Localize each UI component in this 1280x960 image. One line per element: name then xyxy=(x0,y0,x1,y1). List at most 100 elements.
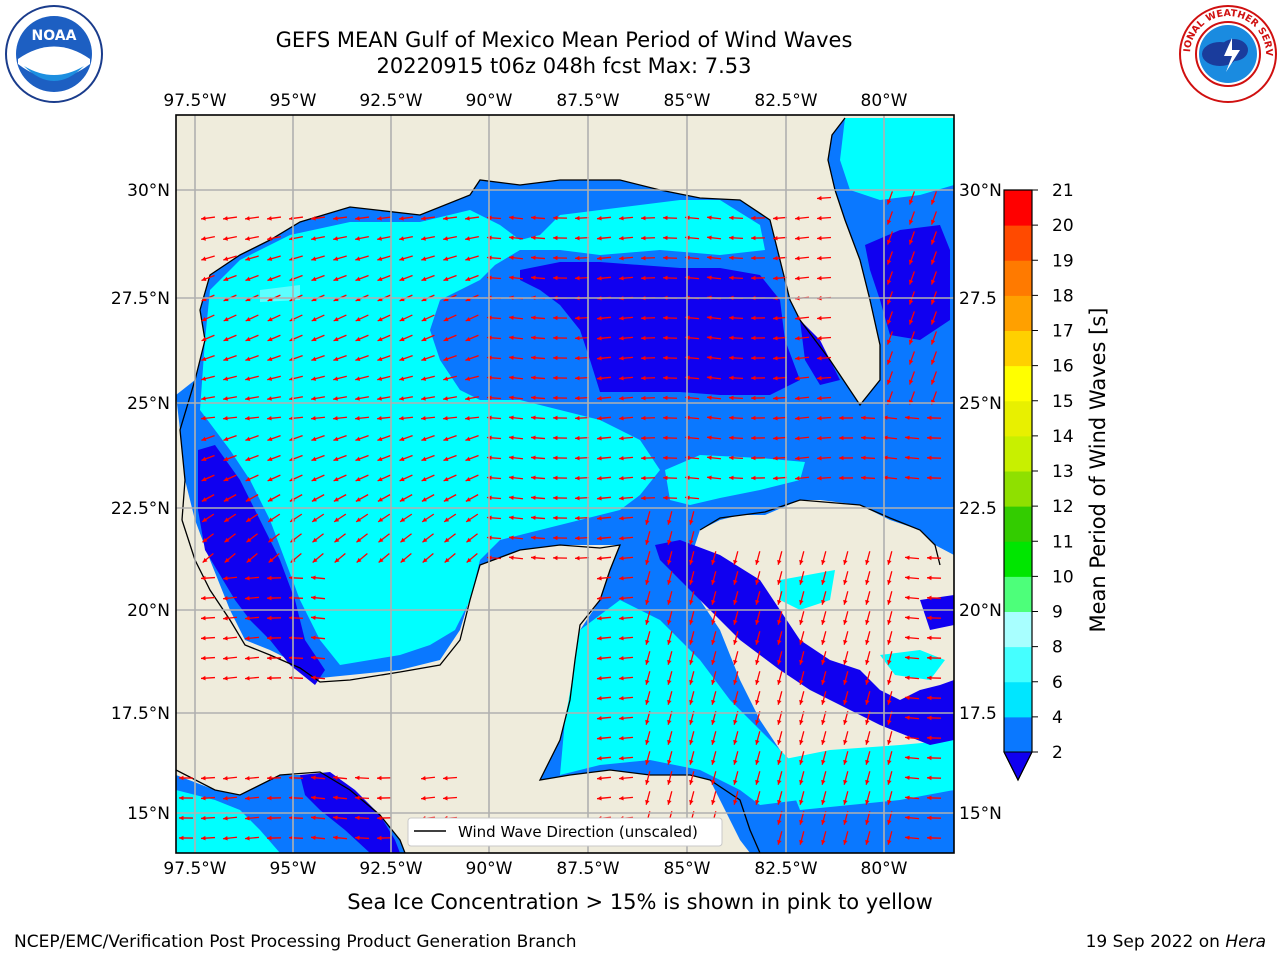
wind-arrow-head xyxy=(597,775,602,781)
zone-darkblue-east-edge xyxy=(920,595,954,630)
wind-arrow-head xyxy=(795,396,800,401)
wind-arrow-head xyxy=(619,315,624,321)
wind-arrow-head xyxy=(689,519,694,525)
wind-arrow-head xyxy=(773,395,778,401)
wind-arrow-head xyxy=(751,415,756,421)
wind-arrow-head xyxy=(267,236,272,241)
wind-arrow-head xyxy=(641,475,646,481)
wind-arrow-head xyxy=(267,416,272,421)
wind-arrow-head xyxy=(531,375,536,381)
wind-arrow-head xyxy=(707,315,712,320)
wind-arrow-head xyxy=(400,517,406,522)
wind-arrow-head xyxy=(553,315,558,321)
wind-arrow-head xyxy=(887,559,892,565)
wind-arrow-head xyxy=(201,675,206,681)
wind-arrow-head xyxy=(799,679,804,685)
colorbar-tick-label: 18 xyxy=(1052,286,1074,306)
wind-arrow-head xyxy=(333,317,339,322)
wind-arrow-head xyxy=(421,436,427,442)
wind-arrow-head xyxy=(865,779,870,785)
wind-arrow-head xyxy=(619,615,624,621)
wind-arrow-head xyxy=(377,497,383,502)
wind-arrow-head xyxy=(839,455,844,461)
wind-arrow-head xyxy=(865,719,870,725)
wind-arrow-head xyxy=(201,356,207,361)
wind-arrow-head xyxy=(421,276,427,282)
wind-arrow-head xyxy=(927,835,932,841)
wind-arrow-head xyxy=(355,396,360,401)
wind-arrow-head xyxy=(641,455,646,461)
wind-arrow-head xyxy=(843,719,848,725)
wind-arrow-head xyxy=(531,255,536,261)
wind-arrow-head xyxy=(887,819,892,825)
wind-arrow-head xyxy=(905,815,910,821)
wind-arrow-head xyxy=(597,455,602,461)
lon-tick-top: 82.5°W xyxy=(754,91,817,111)
wind-arrow-head xyxy=(927,815,932,821)
wind-arrow-head xyxy=(333,256,339,261)
wind-arrow-head xyxy=(597,635,602,641)
wind-arrow-head xyxy=(531,355,536,361)
wind-arrow-head xyxy=(641,415,646,421)
wind-arrow-head xyxy=(575,375,580,381)
wind-arrow-head xyxy=(553,395,558,401)
wind-arrow-head xyxy=(777,699,782,705)
colorbar-swatch xyxy=(1004,541,1032,577)
wind-arrow-head xyxy=(619,575,624,581)
wind-arrow-head xyxy=(575,435,580,441)
wind-arrow-head xyxy=(311,356,317,361)
wind-arrow-head xyxy=(509,435,514,440)
wind-arrow-head xyxy=(707,255,712,260)
wind-arrow-head xyxy=(267,336,273,342)
wind-arrow-head xyxy=(641,315,646,321)
wind-arrow-head xyxy=(509,215,514,220)
wind-arrow-head xyxy=(619,255,624,261)
wind-arrow-head xyxy=(755,559,760,565)
wind-arrow-head xyxy=(733,579,738,585)
wind-arrow-head xyxy=(201,635,206,641)
wind-arrow-head xyxy=(619,435,624,441)
colorbar-label: Mean Period of Wind Waves [s] xyxy=(1086,308,1110,633)
wind-arrow-head xyxy=(641,495,646,501)
wind-arrow-head xyxy=(377,276,383,282)
wind-arrow-head xyxy=(377,775,382,781)
wind-arrow-head xyxy=(245,376,251,381)
wind-arrow-head xyxy=(887,759,892,765)
lon-tick-bottom: 90°W xyxy=(466,859,513,879)
wind-arrow-head xyxy=(201,615,206,621)
wind-arrow-head xyxy=(821,579,826,585)
lon-tick-top: 87.5°W xyxy=(556,91,619,111)
zone-cyan-east xyxy=(665,455,805,505)
wind-arrow-head xyxy=(223,676,228,681)
wind-arrow-head xyxy=(377,336,383,342)
wind-arrow-head xyxy=(245,456,251,462)
wind-arrow-head xyxy=(223,256,229,261)
wind-arrow-head xyxy=(930,359,936,365)
wind-arrow-head xyxy=(201,575,206,581)
wind-arrow-head xyxy=(223,216,228,221)
wind-arrow-head xyxy=(333,296,339,302)
wind-arrow-head xyxy=(597,495,602,501)
wind-arrow-head xyxy=(773,355,778,361)
wind-arrow-head xyxy=(531,315,536,321)
wind-arrow-head xyxy=(312,557,318,563)
wind-arrow-head xyxy=(553,415,558,421)
wind-arrow-head xyxy=(711,779,716,785)
wind-arrow-head xyxy=(905,415,910,421)
wind-arrow-head xyxy=(887,739,892,745)
wind-arrow-head xyxy=(311,497,317,502)
wind-arrow-head xyxy=(729,415,734,421)
wind-arrow-head xyxy=(733,719,738,725)
wind-arrow-head xyxy=(711,559,716,565)
wind-arrow-head xyxy=(267,376,273,381)
wind-arrow-head xyxy=(755,679,760,685)
wind-arrow-head xyxy=(267,296,273,302)
wind-arrow-head xyxy=(865,639,870,645)
wind-arrow-head xyxy=(575,535,580,541)
left-lat-ticks: 30°N 27.5°N 25°N 22.5°N 20°N 17.5°N 15°N xyxy=(111,181,170,824)
wind-arrow-head xyxy=(224,557,230,563)
wind-arrow-head xyxy=(795,476,800,481)
wind-arrow-head xyxy=(689,619,694,625)
wind-arrow-head xyxy=(245,575,250,581)
wind-arrow-head xyxy=(817,435,822,441)
